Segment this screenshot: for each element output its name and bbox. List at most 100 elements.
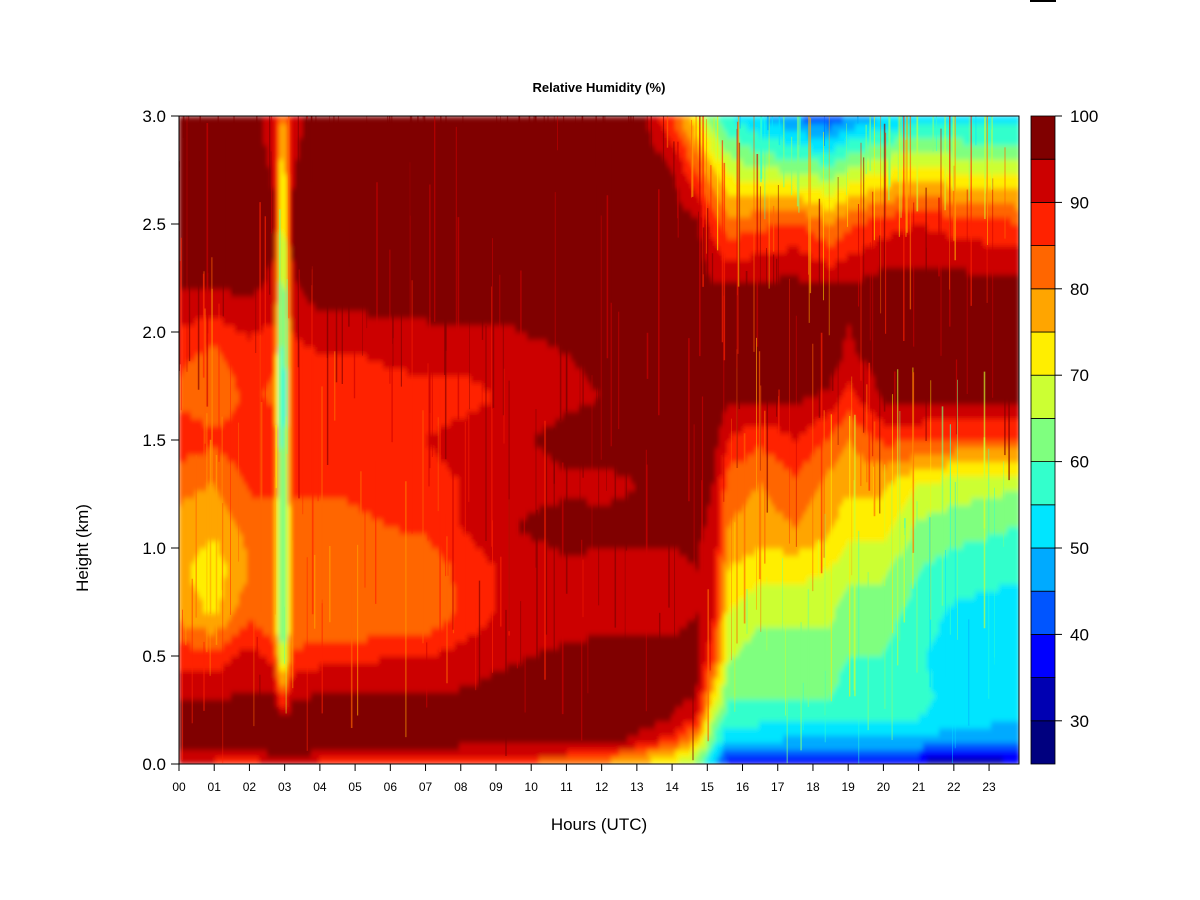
heat-cell-1283 xyxy=(235,591,240,599)
heat-cell-2727 xyxy=(299,562,304,571)
heat-cell-4606 xyxy=(383,641,388,650)
heat-cell-3333 xyxy=(327,735,332,743)
heat-cell-4044 xyxy=(355,152,360,160)
heat-cell-1639 xyxy=(251,620,256,628)
heat-cell-4066 xyxy=(359,641,364,650)
corner-mark xyxy=(1030,0,1056,2)
heat-cell-1084 xyxy=(227,728,232,736)
heat-cell-389 xyxy=(195,548,200,556)
heat-cell-3207 xyxy=(319,346,324,355)
heat-cell-4418 xyxy=(375,699,380,707)
heat-cell-3874 xyxy=(351,728,356,736)
heat-cell-2872 xyxy=(303,166,308,175)
heat-cell-1181 xyxy=(231,677,236,686)
heat-cell-3263 xyxy=(323,591,328,599)
heat-cell-1973 xyxy=(263,159,268,167)
heat-cell-4632 xyxy=(383,454,388,463)
heat-cell-4582 xyxy=(379,166,384,175)
heat-cell-472 xyxy=(199,598,204,607)
heat-cell-3651 xyxy=(339,389,344,398)
heat-cell-3589 xyxy=(335,188,340,196)
heat-cell-2916 xyxy=(307,497,312,506)
heat-cell-4673 xyxy=(383,159,388,167)
heat-cell-2930 xyxy=(307,396,312,405)
heat-cell-1491 xyxy=(243,389,248,398)
heat-cell-3918 xyxy=(351,411,356,419)
heat-cell-4465 xyxy=(375,360,380,369)
heat-cell-219 xyxy=(187,476,192,484)
heat-cell-891 xyxy=(215,173,220,182)
heat-cell-3709 xyxy=(343,620,348,628)
heat-cell-1298 xyxy=(235,483,240,491)
heat-cell-3629 xyxy=(339,548,344,556)
heat-cell-4033 xyxy=(355,231,360,239)
heat-cell-4277 xyxy=(367,418,372,427)
heat-cell-837 xyxy=(215,562,220,571)
heat-cell-4579 xyxy=(379,188,384,196)
heat-cell-4056 xyxy=(359,713,364,722)
heat-cell-3400 xyxy=(327,252,332,261)
heat-cell-284 xyxy=(191,656,196,664)
heat-cell-3909 xyxy=(351,476,356,484)
heat-cell-4289 xyxy=(367,332,372,340)
heat-cell-4292 xyxy=(367,310,372,319)
heat-cell-4296 xyxy=(367,281,372,290)
heat-cell-1281 xyxy=(235,605,240,614)
heat-cell-2209 xyxy=(275,404,280,412)
heat-cell-306 xyxy=(191,497,196,506)
heat-cell-3091 xyxy=(315,533,320,542)
heat-cell-1203 xyxy=(231,519,236,527)
heat-cell-2745 xyxy=(299,432,304,441)
heat-cell-3327 xyxy=(323,130,328,139)
heat-cell-648 xyxy=(207,627,212,635)
heat-cell-99 xyxy=(183,692,188,700)
heat-cell-4962 xyxy=(399,670,404,679)
heat-cell-1535 xyxy=(247,720,252,729)
heat-cell-4432 xyxy=(375,598,380,607)
heat-cell-4413 xyxy=(375,735,380,743)
heat-cell-962 xyxy=(219,310,224,319)
heat-cell-2284 xyxy=(279,512,284,520)
heat-cell-4901 xyxy=(395,461,400,470)
heat-cell-3837 xyxy=(347,346,352,355)
heat-cell-2636 xyxy=(295,569,300,578)
heat-cell-696 xyxy=(207,281,212,290)
heat-cell-4941 xyxy=(395,173,400,182)
heat-cell-2790 xyxy=(303,756,308,764)
heat-cell-1890 xyxy=(263,756,268,764)
heat-cell-1252 xyxy=(231,166,236,175)
heat-cell-4635 xyxy=(383,432,388,441)
heat-cell-409 xyxy=(195,404,200,412)
heat-cell-466 xyxy=(199,641,204,650)
heat-cell-3794 xyxy=(347,656,352,664)
heat-cell-3838 xyxy=(347,339,352,347)
heat-cell-4689 xyxy=(387,692,392,700)
heat-cell-2921 xyxy=(307,461,312,470)
heat-cell-3429 xyxy=(331,692,336,700)
heat-cell-4098 xyxy=(359,411,364,419)
heat-cell-4772 xyxy=(391,742,396,751)
heat-cell-774 xyxy=(211,368,216,376)
heat-cell-1079 xyxy=(223,116,228,124)
heat-cell-4938 xyxy=(395,195,400,203)
heat-cell-4299 xyxy=(367,260,372,268)
heat-cell-2235 xyxy=(275,216,280,225)
heat-cell-985 xyxy=(219,144,224,153)
heat-cell-1021 xyxy=(223,533,228,542)
heat-cell-863 xyxy=(215,375,220,383)
heat-cell-2036 xyxy=(267,353,272,362)
heat-cell-3559 xyxy=(335,404,340,412)
heat-cell-1226 xyxy=(231,353,236,362)
heat-cell-4874 xyxy=(395,656,400,664)
heat-cell-3146 xyxy=(315,137,320,146)
heat-cell-2286 xyxy=(279,497,284,506)
heat-cell-4954 xyxy=(399,728,404,736)
heat-cell-2169 xyxy=(275,692,280,700)
heat-cell-2033 xyxy=(267,375,272,383)
heat-cell-3063 xyxy=(315,735,320,743)
heat-cell-1223 xyxy=(231,375,236,383)
heat-cell-4621 xyxy=(383,533,388,542)
heat-cell-2274 xyxy=(279,584,284,592)
heat-cell-537 xyxy=(199,130,204,139)
heat-cell-1529 xyxy=(243,116,248,124)
